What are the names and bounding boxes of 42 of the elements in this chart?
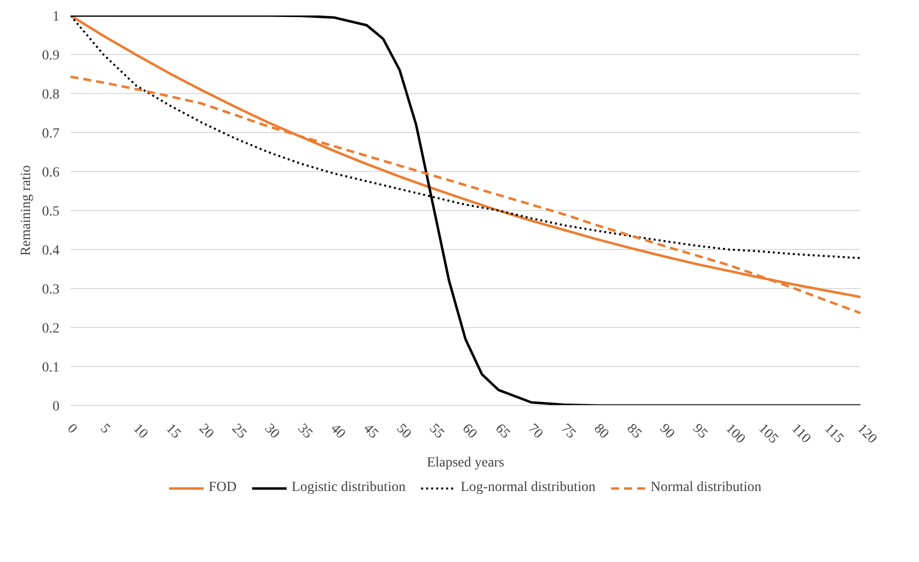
- legend-label: Normal distribution: [650, 480, 762, 496]
- y-tick-label: 0.3: [42, 282, 60, 298]
- x-tick-label: 120: [854, 421, 880, 447]
- x-tick-label: 90: [656, 421, 678, 442]
- x-tick-label: 50: [393, 421, 414, 442]
- x-tick-label: 70: [524, 421, 546, 442]
- x-tick-label: 20: [196, 421, 216, 442]
- x-tick-label: 55: [426, 421, 447, 442]
- x-tick-label: 40: [327, 421, 348, 442]
- x-tick-label: 110: [788, 421, 814, 446]
- x-axis-title: Elapsed years: [426, 456, 504, 471]
- x-tick-label: 30: [262, 421, 282, 442]
- x-tick-label: 75: [558, 421, 578, 442]
- x-tick-label: 45: [360, 421, 381, 442]
- x-tick-label: 5: [96, 421, 113, 437]
- y-tick-label: 0.7: [42, 126, 60, 142]
- x-tick-label: 95: [689, 421, 710, 442]
- x-tick-label: 85: [624, 421, 644, 442]
- y-tick-label: 0.6: [42, 166, 60, 180]
- y-tick-label: 0: [52, 400, 60, 414]
- legend-label: Logistic distribution: [292, 480, 406, 496]
- x-tick-label: 100: [722, 421, 748, 447]
- y-tick-label: 1: [52, 10, 60, 24]
- x-tick-label: 0: [64, 421, 80, 437]
- y-tick-label: 0.4: [42, 244, 60, 258]
- x-tick-label: 15: [162, 421, 184, 442]
- x-tick-label: 60: [459, 421, 480, 442]
- y-tick-label: 0.1: [42, 360, 60, 376]
- legend-label: FOD: [208, 480, 237, 496]
- legend-label: Log-normal distribution: [460, 480, 596, 496]
- x-tick-label: 80: [590, 421, 612, 442]
- x-tick-label: 35: [294, 421, 315, 442]
- y-tick-label: 0.5: [42, 204, 60, 220]
- x-tick-label: 105: [755, 421, 781, 447]
- x-tick-label: 10: [130, 421, 150, 442]
- y-axis-title: Remaining ratio: [19, 165, 34, 256]
- y-tick-label: 0.2: [42, 322, 60, 336]
- x-tick-label: 115: [821, 421, 846, 446]
- x-tick-label: 65: [492, 421, 512, 442]
- x-tick-label: 25: [228, 421, 250, 442]
- y-tick-label: 0.9: [42, 48, 60, 64]
- y-tick-label: 0.8: [42, 88, 60, 102]
